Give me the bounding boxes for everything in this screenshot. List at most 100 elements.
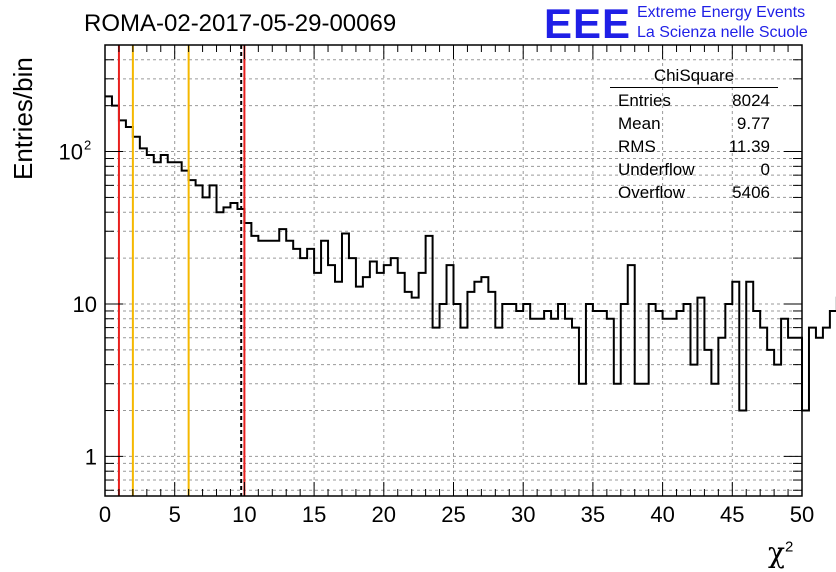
stats-value: 9.77 (736, 114, 770, 133)
histogram-bin (795, 338, 802, 496)
histogram-bin (474, 282, 481, 496)
histogram-bin (293, 249, 300, 496)
histogram-bin (537, 319, 544, 496)
histogram-bin (586, 304, 593, 496)
y-tick-label: 1 (85, 444, 97, 469)
histogram-bin (251, 236, 258, 496)
histogram-bin (391, 258, 398, 496)
y-tick-label: 10 (59, 140, 83, 165)
histogram-bin (760, 328, 767, 496)
histogram-bin (119, 120, 126, 496)
stats-row-entries: Entries 8024 (610, 89, 778, 112)
histogram-bin (697, 298, 704, 496)
y-tick-label: 10 (73, 292, 97, 317)
histogram-bin (732, 282, 739, 496)
histogram-bin (314, 273, 321, 496)
histogram-series (105, 95, 836, 412)
x-axis-label-superscript: 2 (784, 538, 794, 556)
histogram-bin (788, 338, 795, 496)
histogram-bin (405, 292, 412, 496)
histogram-bin (356, 287, 363, 496)
histogram-bin (210, 185, 217, 496)
histogram-bin (217, 212, 224, 496)
histogram-bin (739, 411, 746, 496)
histogram-bin (460, 328, 467, 496)
histogram-bin (670, 319, 677, 496)
y-tick-label-superscript: 2 (84, 138, 91, 153)
stats-box: ChiSquare Entries 8024 Mean 9.77 RMS 11.… (610, 66, 778, 204)
histogram-bin (154, 162, 161, 496)
histogram-bin (579, 384, 586, 496)
stats-title: ChiSquare (610, 66, 778, 88)
histogram-bin (321, 241, 328, 496)
histogram-bin (279, 229, 286, 496)
stats-label: Underflow (618, 160, 695, 179)
x-axis-label: χ2 (768, 536, 793, 569)
x-tick-label: 45 (720, 502, 744, 527)
stats-value: 11.39 (728, 137, 770, 156)
histogram-bin (516, 311, 523, 496)
x-tick-label: 10 (232, 502, 256, 527)
histogram-bin (384, 265, 391, 496)
histogram-bin (244, 223, 251, 496)
stats-value: 0 (760, 160, 770, 179)
histogram-bin (565, 319, 572, 496)
histogram-bin (440, 304, 447, 496)
histogram-bin (663, 319, 670, 496)
histogram-bin (189, 180, 196, 496)
histogram-bin (377, 273, 384, 496)
histogram-bin (349, 258, 356, 496)
histogram-bin (677, 311, 684, 496)
stats-value: 5406 (732, 183, 770, 202)
histogram-bin (690, 365, 697, 496)
chart-title: ROMA-02-2017-05-29-00069 (84, 10, 397, 37)
stats-value: 8024 (732, 91, 770, 110)
x-tick-label: 25 (441, 502, 465, 527)
histogram-bin (684, 304, 691, 496)
histogram-bin (105, 96, 112, 496)
histogram-bin (454, 304, 461, 496)
histogram-bin (112, 106, 119, 496)
histogram-bin (823, 328, 830, 496)
histogram-bin (502, 304, 509, 496)
histogram-bin (711, 384, 718, 496)
y-axis-label-text: Entries/bin (8, 57, 38, 180)
histogram-bin (426, 236, 433, 496)
histogram-bin (126, 127, 133, 496)
histogram-bin (544, 311, 551, 496)
histogram-bin (495, 328, 502, 496)
logo-subtitle-line2: La Scienza nelle Scuole (637, 24, 808, 41)
logo-subtitle-line1: Extreme Energy Events (637, 4, 806, 21)
histogram-bin (328, 265, 335, 496)
histogram-bin (614, 384, 621, 496)
histogram-bin (628, 265, 635, 496)
histogram-bin (412, 298, 419, 496)
histogram-bin (203, 197, 210, 496)
histogram-bin (635, 384, 642, 496)
histogram-bin (433, 328, 440, 496)
stats-row-underflow: Underflow 0 (610, 158, 778, 181)
stats-row-rms: RMS 11.39 (610, 135, 778, 158)
histogram-bin (718, 338, 725, 496)
histogram-bin (147, 155, 154, 496)
histogram-bin (621, 304, 628, 496)
x-tick-label: 15 (302, 502, 326, 527)
histogram-bin (196, 185, 203, 496)
histogram-bin (781, 319, 788, 496)
histogram-bin (223, 207, 230, 496)
histogram-bin (161, 155, 168, 496)
stats-label: Mean (618, 114, 661, 133)
histogram-bin (175, 162, 182, 496)
histogram-bin (551, 319, 558, 496)
histogram-bin (140, 148, 147, 496)
histogram-bin (307, 249, 314, 496)
histogram-bin (753, 311, 760, 496)
eee-logo: EEE (544, 0, 632, 47)
histogram-bin (809, 328, 816, 496)
histogram-bin (182, 171, 189, 496)
histogram-bin (649, 304, 656, 496)
histogram-bin (746, 282, 753, 496)
x-tick-label: 50 (790, 502, 814, 527)
